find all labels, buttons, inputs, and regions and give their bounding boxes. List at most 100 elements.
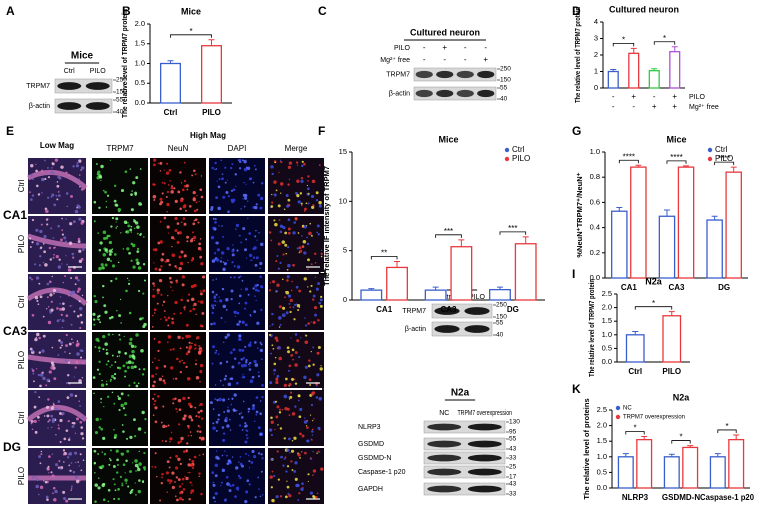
row-label: TRPM7 bbox=[402, 308, 426, 315]
cell bbox=[172, 289, 174, 292]
cell bbox=[162, 379, 166, 382]
cell bbox=[214, 384, 217, 386]
marker-label: 150 bbox=[116, 89, 127, 96]
cell bbox=[230, 403, 233, 406]
cell bbox=[313, 306, 318, 310]
x-tick-label: CA3 bbox=[668, 283, 685, 292]
error-bar bbox=[458, 239, 465, 247]
cell bbox=[253, 164, 256, 167]
cell bbox=[222, 195, 226, 199]
cell bbox=[302, 240, 307, 244]
y-axis-label: The relative level of TRPM7 protein bbox=[120, 9, 129, 118]
cell bbox=[198, 475, 200, 478]
cell bbox=[170, 286, 172, 288]
cell bbox=[158, 377, 163, 382]
condition-value: - bbox=[464, 43, 467, 52]
cell bbox=[151, 465, 154, 468]
cell bbox=[236, 265, 241, 269]
y-tick-label: 2.5 bbox=[602, 289, 612, 298]
y-tick-label: 2.0 bbox=[602, 303, 612, 312]
cell bbox=[175, 476, 179, 479]
cell bbox=[183, 450, 186, 454]
cell bbox=[30, 422, 33, 425]
cell bbox=[303, 251, 307, 255]
cell bbox=[260, 343, 263, 346]
cell bbox=[160, 293, 163, 296]
cell bbox=[245, 166, 249, 169]
y-tick-label: 4 bbox=[594, 17, 598, 26]
cell bbox=[34, 295, 39, 300]
cell bbox=[309, 457, 312, 459]
cell bbox=[245, 429, 248, 432]
cell bbox=[57, 191, 60, 193]
cell bbox=[102, 189, 105, 192]
cell bbox=[160, 318, 162, 320]
cell bbox=[213, 299, 217, 303]
cell bbox=[58, 258, 61, 261]
cell bbox=[194, 406, 197, 409]
marker-label: 33 bbox=[509, 455, 517, 462]
cell bbox=[304, 365, 308, 369]
cell bbox=[257, 289, 260, 292]
cell bbox=[187, 434, 190, 437]
cell bbox=[58, 176, 62, 180]
cell bbox=[63, 437, 67, 441]
cell bbox=[240, 208, 242, 210]
cell bbox=[240, 358, 243, 361]
cell bbox=[116, 355, 119, 358]
cell bbox=[172, 377, 175, 380]
cell bbox=[284, 231, 288, 235]
cell bbox=[113, 483, 116, 486]
cell bbox=[187, 472, 189, 474]
cell bbox=[65, 381, 69, 385]
blot-band bbox=[436, 89, 454, 98]
cell bbox=[178, 231, 182, 235]
cell bbox=[33, 405, 37, 409]
cell bbox=[128, 384, 131, 387]
cell bbox=[80, 426, 84, 429]
cell bbox=[200, 195, 204, 199]
cell bbox=[46, 467, 50, 471]
significance-bracket bbox=[170, 34, 212, 38]
cell bbox=[223, 377, 227, 381]
cell bbox=[244, 422, 247, 425]
cell bbox=[186, 442, 189, 445]
cell bbox=[170, 431, 173, 434]
cell bbox=[276, 255, 279, 257]
cell bbox=[105, 363, 108, 366]
cell bbox=[119, 475, 123, 479]
cell bbox=[188, 347, 192, 350]
cell bbox=[212, 426, 216, 430]
cell bbox=[254, 288, 258, 292]
cell bbox=[317, 450, 320, 453]
cell bbox=[247, 407, 251, 411]
cell bbox=[260, 242, 264, 247]
cell bbox=[159, 197, 163, 201]
cell bbox=[107, 333, 111, 336]
cell bbox=[46, 166, 49, 169]
cell bbox=[141, 373, 145, 376]
cell bbox=[227, 398, 230, 400]
cell bbox=[222, 432, 226, 435]
cell bbox=[111, 391, 114, 394]
error-bar bbox=[635, 164, 642, 168]
cell bbox=[268, 289, 272, 292]
condition-value: - bbox=[632, 102, 635, 111]
cell-layer bbox=[27, 354, 87, 365]
row-label: TRPM7 bbox=[26, 83, 50, 90]
column-group: High Mag bbox=[190, 131, 226, 140]
cell bbox=[28, 276, 32, 280]
cell bbox=[31, 428, 34, 430]
cell bbox=[241, 376, 244, 379]
cell bbox=[253, 420, 256, 422]
cell bbox=[254, 496, 257, 499]
cell bbox=[71, 487, 73, 489]
cell bbox=[74, 432, 77, 434]
cell bbox=[110, 315, 114, 319]
cell bbox=[160, 258, 164, 262]
cell bbox=[48, 246, 52, 250]
cell bbox=[279, 159, 282, 161]
cell bbox=[231, 253, 235, 257]
cell bbox=[79, 356, 83, 359]
cell bbox=[216, 248, 220, 252]
